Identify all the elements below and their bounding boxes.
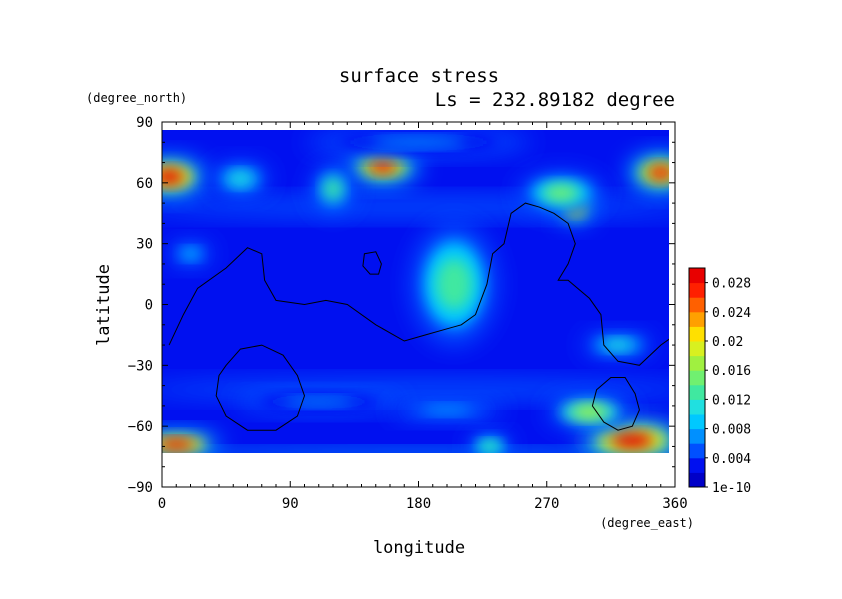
x-tick-label: 90 [282,496,299,512]
field-hotspot [543,184,579,202]
y-unit-label: (degree_north) [86,91,187,105]
heatmap-field [162,130,669,453]
colorbar-swatch [689,268,705,284]
colorbar-swatch [689,384,705,400]
colorbar-swatch [689,341,705,357]
y-tick-label: −90 [128,480,153,496]
colorbar-swatch [689,297,705,313]
y-tick-label: 30 [136,237,153,253]
field-hotspot [181,248,200,259]
chart-subtitle: Ls = 232.89182 degree [435,89,675,111]
field-hotspot [647,165,669,181]
colorbar-label: 0.028 [712,277,751,292]
x-tick-label: 0 [158,496,166,512]
colorbar-frame [688,267,706,488]
field-band [188,450,649,453]
elysium-contour [362,251,382,275]
x-tick-label: 360 [662,496,687,512]
y-tick-label: 0 [145,298,153,314]
chart-title: surface stress [339,65,499,87]
x-tick-labels: 0 90 180 270 360 [158,496,688,512]
colorbar-label: 0.016 [712,364,751,379]
colorbar-swatch [689,311,705,327]
y-tick-label: 60 [136,176,153,192]
colorbar-swatch [689,370,705,386]
colorbar-swatch [689,472,705,488]
y-tick-label: −60 [128,419,153,435]
x-unit-label: (degree_east) [600,516,694,530]
x-tick-label: 270 [534,496,559,512]
field-band [162,197,669,218]
field-hotspot [367,159,398,174]
colorbar-swatch [689,282,705,298]
field-hotspot [282,397,355,407]
colorbar-labels: 0.028 0.024 0.02 0.016 0.012 0.008 0.004 1e-10 [712,277,751,496]
colorbar-swatch [689,443,705,459]
colorbar-swatch [689,399,705,415]
y-tick-labels: 90 60 30 0 −30 −60 −90 [128,115,153,496]
y-tick-label: −30 [128,358,153,374]
x-tick-label: 180 [406,496,431,512]
colorbar [688,267,708,488]
colorbar-swatch [689,414,705,430]
field-hotspot [611,432,654,449]
argyre-contour [591,377,640,431]
axis-ticks [161,121,676,488]
field-hotspot [162,439,195,450]
colorbar-label: 1e-10 [712,481,751,496]
colorbar-label: 0.012 [712,393,751,408]
field-band [162,379,669,400]
colorbar-swatch [689,355,705,371]
colorbar-label: 0.02 [712,335,743,350]
colorbar-label: 0.004 [712,452,751,467]
field-hotspot [603,339,633,351]
colorbar-label: 0.024 [712,306,751,321]
x-axis-label: longitude [373,538,465,558]
colorbar-label: 0.008 [712,423,751,438]
colorbar-swatch [689,457,705,473]
hellas-contour [215,344,306,431]
colorbar-swatch [689,326,705,342]
field-hotspot [571,405,608,419]
field-hotspot [436,258,473,310]
field-hotspot [480,441,499,452]
field-hotspot [370,137,467,148]
y-axis-label: latitude [94,264,114,346]
topography-contours [168,202,669,431]
field-hotspot [228,171,253,186]
field-hotspot [162,169,185,185]
field-hotspot [324,178,342,200]
y-tick-label: 90 [136,115,153,131]
colorbar-swatch [689,428,705,444]
tharsis-contour [168,202,669,366]
field-hotspot [423,405,471,415]
